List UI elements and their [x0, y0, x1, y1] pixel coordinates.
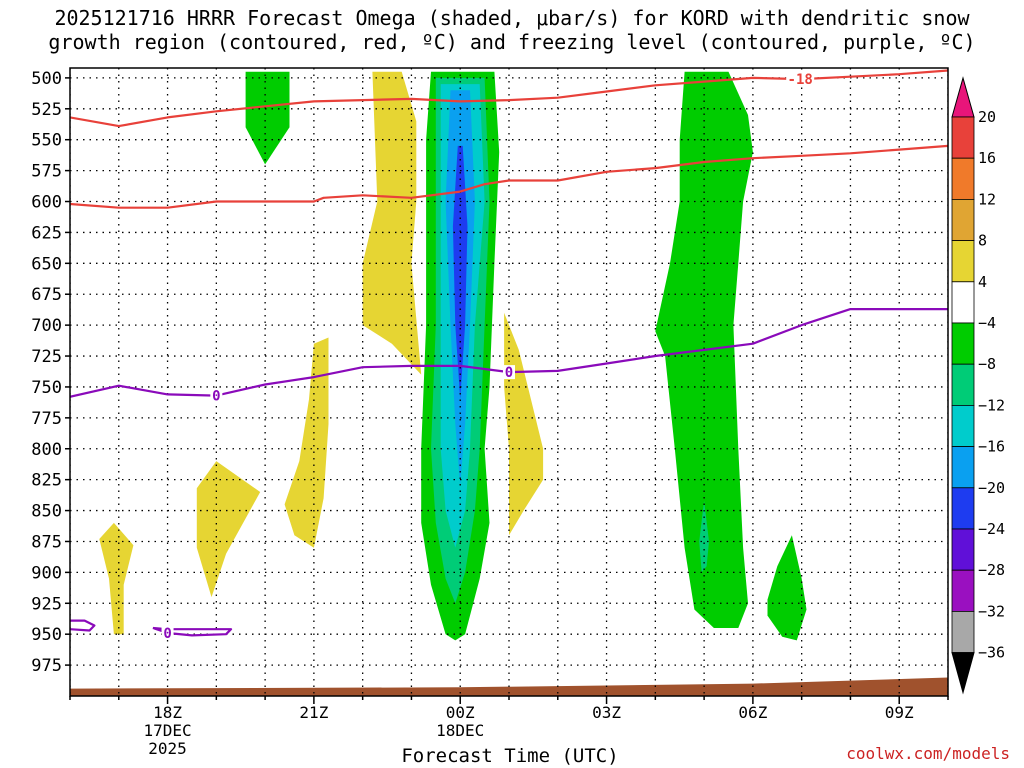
omega-region-5: [504, 312, 544, 536]
colorbar-label-3: 8: [978, 232, 987, 250]
colorbar-swatch-12: [951, 611, 975, 654]
colorbar-top-arrow: [951, 76, 975, 118]
y-tick-label-550: 550: [31, 131, 62, 151]
y-axis: 500 525 550 575 600 625 650 675 700 725 750 775 800 8…: [31, 69, 70, 676]
y-tick-label-950: 950: [31, 625, 62, 645]
colorbar-label-0: 20: [978, 108, 996, 126]
colorbar-swatch-2: [951, 198, 975, 241]
colorbar-swatch-3: [951, 240, 975, 283]
colorbar-swatch-0: [951, 116, 975, 159]
colorbar-swatch-9: [951, 487, 975, 530]
y-tick-label-600: 600: [31, 193, 62, 213]
y-tick-label-525: 525: [31, 100, 62, 120]
contour-label-1: 0: [212, 389, 220, 405]
y-tick-label-825: 825: [31, 471, 62, 491]
y-tick-label-800: 800: [31, 440, 62, 460]
y-tick-label-975: 975: [31, 656, 62, 676]
colorbar-label-7: −12: [978, 396, 1005, 414]
omega-region-3: [196, 461, 261, 598]
y-tick-label-650: 650: [31, 254, 62, 274]
contour-label-bg-0: [786, 72, 815, 87]
y-tick-label-775: 775: [31, 409, 62, 429]
y-tick-label-725: 725: [31, 347, 62, 367]
colorbar-swatch-4: [951, 281, 975, 324]
contour-dendritic-top: [70, 69, 948, 128]
y-tick-label-900: 900: [31, 563, 62, 583]
chart-title-line1: 2025121716 HRRR Forecast Omega (shaded, …: [54, 6, 970, 30]
colorbar: 20 16 12 8 4 −4 −8 −12 −16 −20 −24 −28 −32 −36: [951, 76, 1005, 695]
x-tick-label-8-1: 18DEC: [436, 721, 484, 740]
contour-layer: -18 0 0 0: [70, 69, 948, 642]
x-tick-label-2-1: 17DEC: [143, 721, 191, 740]
x-tick-label-5-0: 21Z: [299, 703, 328, 722]
contour-freezing-level-lower: [70, 619, 96, 632]
omega-region-10: [452, 145, 468, 400]
colorbar-label-10: −24: [978, 520, 1005, 538]
colorbar-swatch-7: [951, 404, 975, 447]
colorbar-bottom-arrow: [951, 652, 975, 695]
x-tick-label-8-0: 00Z: [446, 703, 475, 722]
x-axis-label: Forecast Time (UTC): [401, 745, 619, 767]
y-tick-label-675: 675: [31, 285, 62, 305]
colorbar-label-2: 12: [978, 190, 996, 208]
y-tick-label-875: 875: [31, 532, 62, 552]
colorbar-label-11: −28: [978, 561, 1005, 579]
y-tick-label-575: 575: [31, 162, 62, 182]
colorbar-label-6: −8: [978, 355, 996, 373]
contour-label-0: -18: [788, 72, 813, 88]
y-tick-label-925: 925: [31, 594, 62, 614]
x-tick-label-17-0: 09Z: [885, 703, 914, 722]
omega-region-2: [284, 337, 329, 548]
y-tick-label-700: 700: [31, 316, 62, 336]
colorbar-label-13: −36: [978, 644, 1005, 662]
colorbar-swatch-10: [951, 528, 975, 571]
contour-dendritic-bottom: [70, 144, 948, 209]
colorbar-label-9: −20: [978, 479, 1005, 497]
omega-region-13: [767, 535, 807, 641]
colorbar-swatch-1: [951, 157, 975, 200]
omega-region-1: [362, 71, 422, 375]
contour-label-bg-1: [210, 388, 223, 403]
colorbar-swatch-5: [951, 322, 975, 365]
grid-layer: [70, 68, 948, 696]
x-tick-label-2-2: 2025: [148, 739, 187, 758]
colorbar-label-8: −16: [978, 438, 1005, 456]
omega-region-4: [99, 522, 134, 635]
omega-region-0: [245, 71, 290, 165]
colorbar-label-1: 16: [978, 149, 996, 167]
chart-title-line2: growth region (contoured, red, ºC) and f…: [48, 30, 976, 54]
colorbar-label-5: −4: [978, 314, 996, 332]
colorbar-label-12: −32: [978, 602, 1005, 620]
y-tick-label-625: 625: [31, 223, 62, 243]
contour-label-3: 0: [163, 626, 171, 642]
y-tick-label-750: 750: [31, 378, 62, 398]
colorbar-swatch-6: [951, 363, 975, 406]
colorbar-swatch-8: [951, 446, 975, 489]
x-tick-label-2-0: 18Z: [153, 703, 182, 722]
colorbar-swatch-11: [951, 569, 975, 612]
y-tick-label-500: 500: [31, 69, 62, 89]
contour-label-bg-2: [503, 365, 515, 380]
y-tick-label-850: 850: [31, 502, 62, 522]
chart-title: 2025121716 HRRR Forecast Omega (shaded, …: [0, 6, 1024, 54]
colorbar-label-4: 4: [978, 273, 987, 291]
contour-label-bg-3: [161, 625, 174, 640]
contour-label-2: 0: [505, 365, 513, 381]
x-tick-label-14-0: 06Z: [738, 703, 767, 722]
credit-link[interactable]: coolwx.com/models: [846, 744, 1010, 763]
x-tick-label-11-0: 03Z: [592, 703, 621, 722]
